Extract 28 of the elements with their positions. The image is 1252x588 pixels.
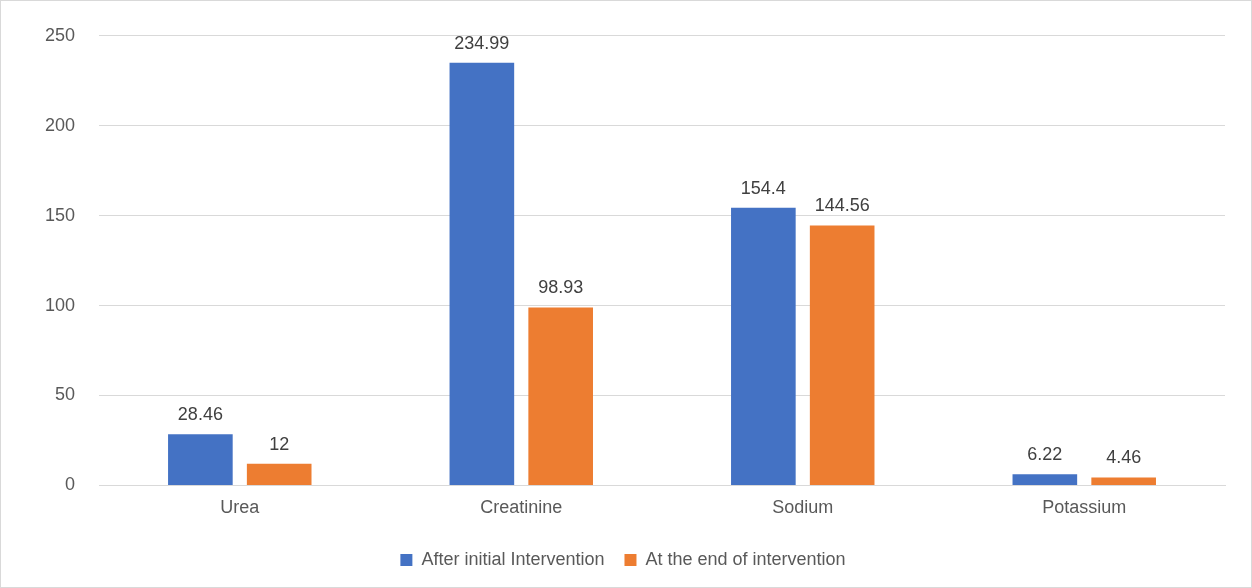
x-tick-label: Potassium xyxy=(1042,497,1127,518)
data-label: 4.46 xyxy=(1106,447,1142,468)
bar xyxy=(1012,474,1078,485)
x-tick-label: Creatinine xyxy=(480,497,563,518)
bar xyxy=(809,225,875,485)
x-tick-label: Sodium xyxy=(772,497,834,518)
bar xyxy=(1091,477,1156,485)
data-label: 154.4 xyxy=(740,177,786,198)
y-tick-label: 0 xyxy=(65,474,76,495)
y-tick-label: 150 xyxy=(44,204,76,225)
bar xyxy=(731,207,796,485)
data-label: 234.99 xyxy=(454,32,510,53)
data-label: 144.56 xyxy=(814,195,870,216)
data-label: 28.46 xyxy=(177,404,223,425)
y-tick-label: 100 xyxy=(44,294,76,315)
bar xyxy=(168,434,233,485)
legend-label: After initial Intervention xyxy=(421,548,605,569)
y-tick-label: 200 xyxy=(44,114,76,135)
y-tick-label: 250 xyxy=(44,24,76,45)
data-label: 12 xyxy=(269,433,290,454)
data-label: 6.22 xyxy=(1027,444,1063,465)
y-tick-label: 50 xyxy=(55,384,76,405)
x-tick-label: Urea xyxy=(220,497,261,518)
bar xyxy=(528,307,593,485)
data-label: 98.93 xyxy=(538,277,584,298)
bar xyxy=(246,463,312,485)
bar xyxy=(449,62,515,485)
legend-label: At the end of intervention xyxy=(645,548,846,569)
